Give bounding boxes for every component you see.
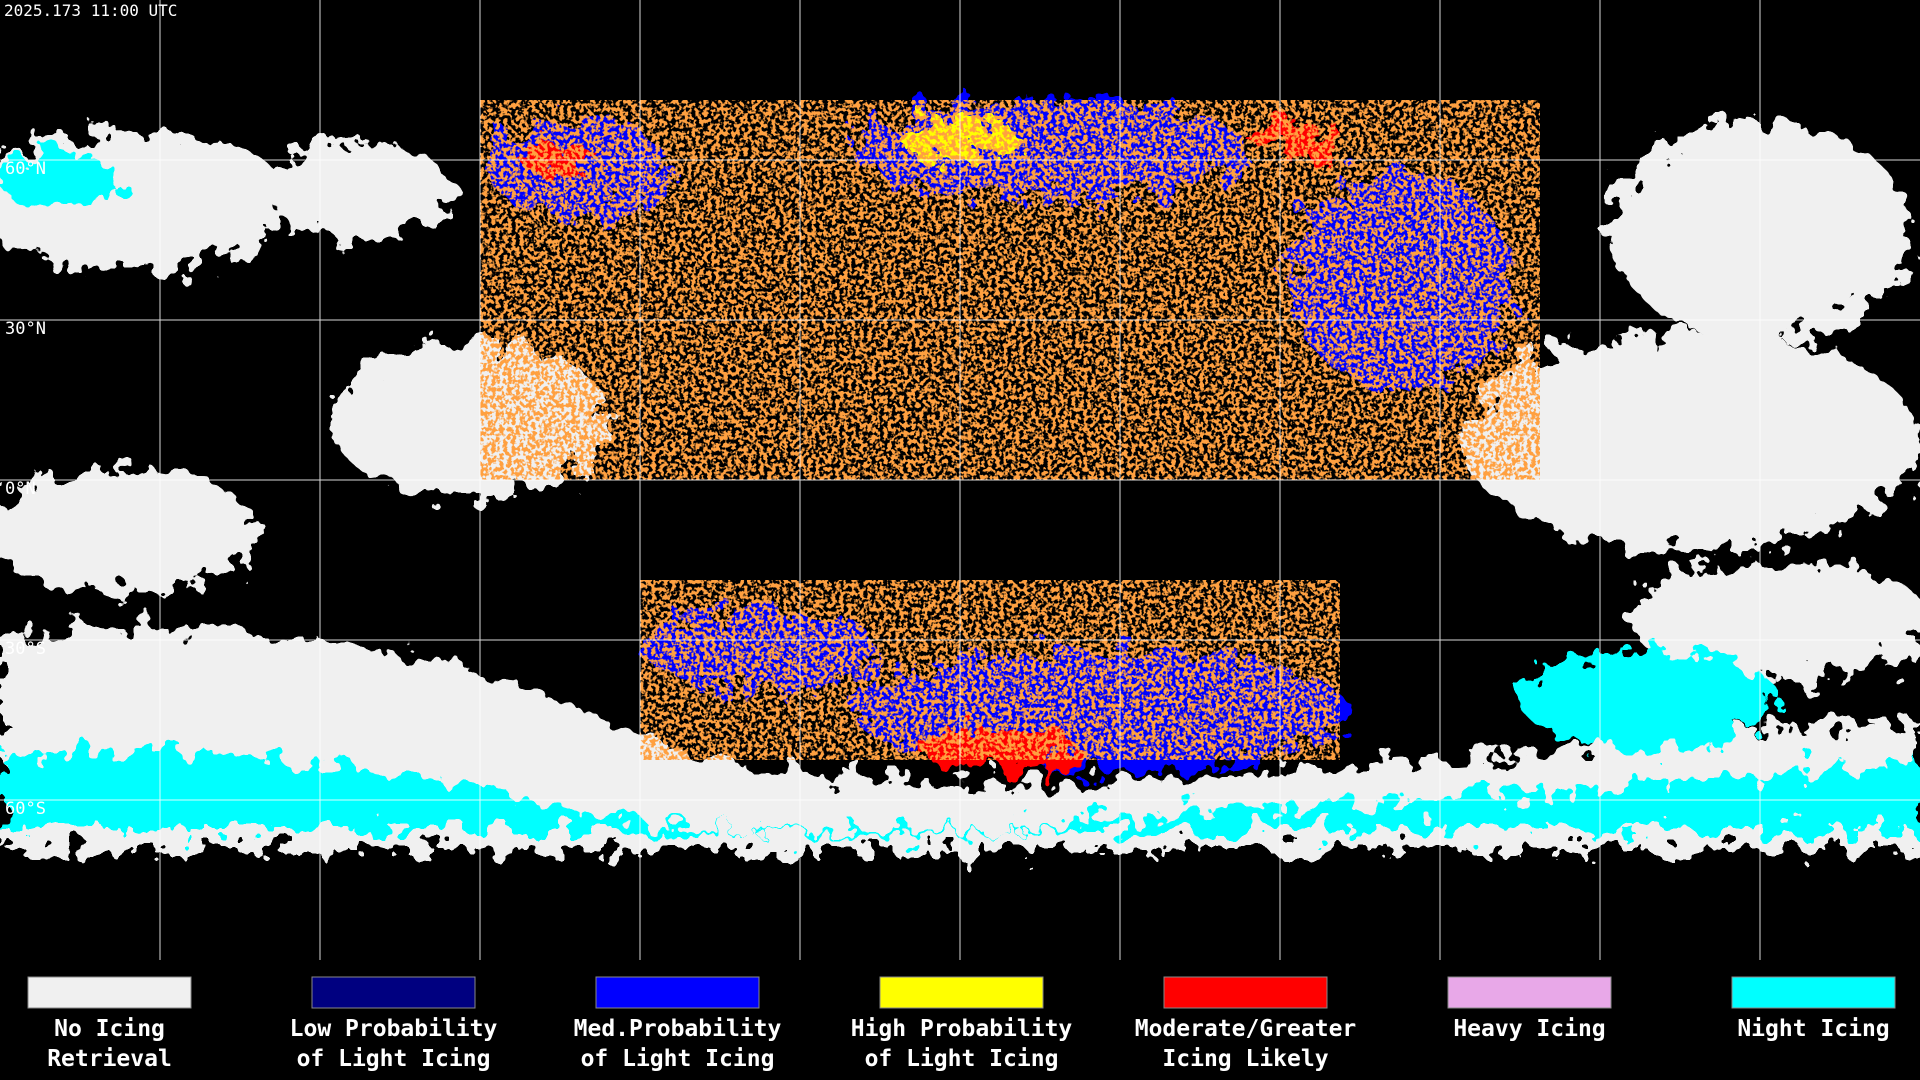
legend-swatch	[595, 976, 760, 1009]
latitude-label: 60°N	[5, 159, 46, 179]
icing-speckle	[480, 100, 1540, 760]
legend-label: of Light Icing	[297, 1046, 491, 1072]
latitude-label: 60°S	[5, 799, 46, 819]
legend-label: No Icing	[54, 1016, 165, 1042]
latitude-label: 30°N	[5, 319, 46, 339]
latitude-label: 0°N	[5, 479, 36, 499]
legend-swatch	[1447, 976, 1612, 1009]
legend-label: Night Icing	[1737, 1016, 1889, 1042]
legend-swatch	[27, 976, 192, 1009]
legend-label: Icing Likely	[1162, 1046, 1328, 1072]
timestamp: 2025.173 11:00 UTC	[4, 1, 177, 20]
legend-label: Moderate/Greater	[1135, 1016, 1357, 1042]
legend-swatch	[1163, 976, 1328, 1009]
legend-label: Med.Probability	[574, 1016, 782, 1042]
graticule	[0, 0, 1920, 960]
legend-label: High Probability	[851, 1016, 1073, 1042]
legend-label: of Light Icing	[865, 1046, 1059, 1072]
latitude-label: 30°S	[5, 639, 46, 659]
legend-swatch	[1731, 976, 1896, 1009]
legend-label: of Light Icing	[581, 1046, 775, 1072]
legend-label: Low Probability	[290, 1016, 498, 1042]
legend-swatch	[311, 976, 476, 1009]
legend-label: Retrieval	[47, 1046, 172, 1072]
legend-label: Heavy Icing	[1453, 1016, 1605, 1042]
legend-swatch	[879, 976, 1044, 1009]
